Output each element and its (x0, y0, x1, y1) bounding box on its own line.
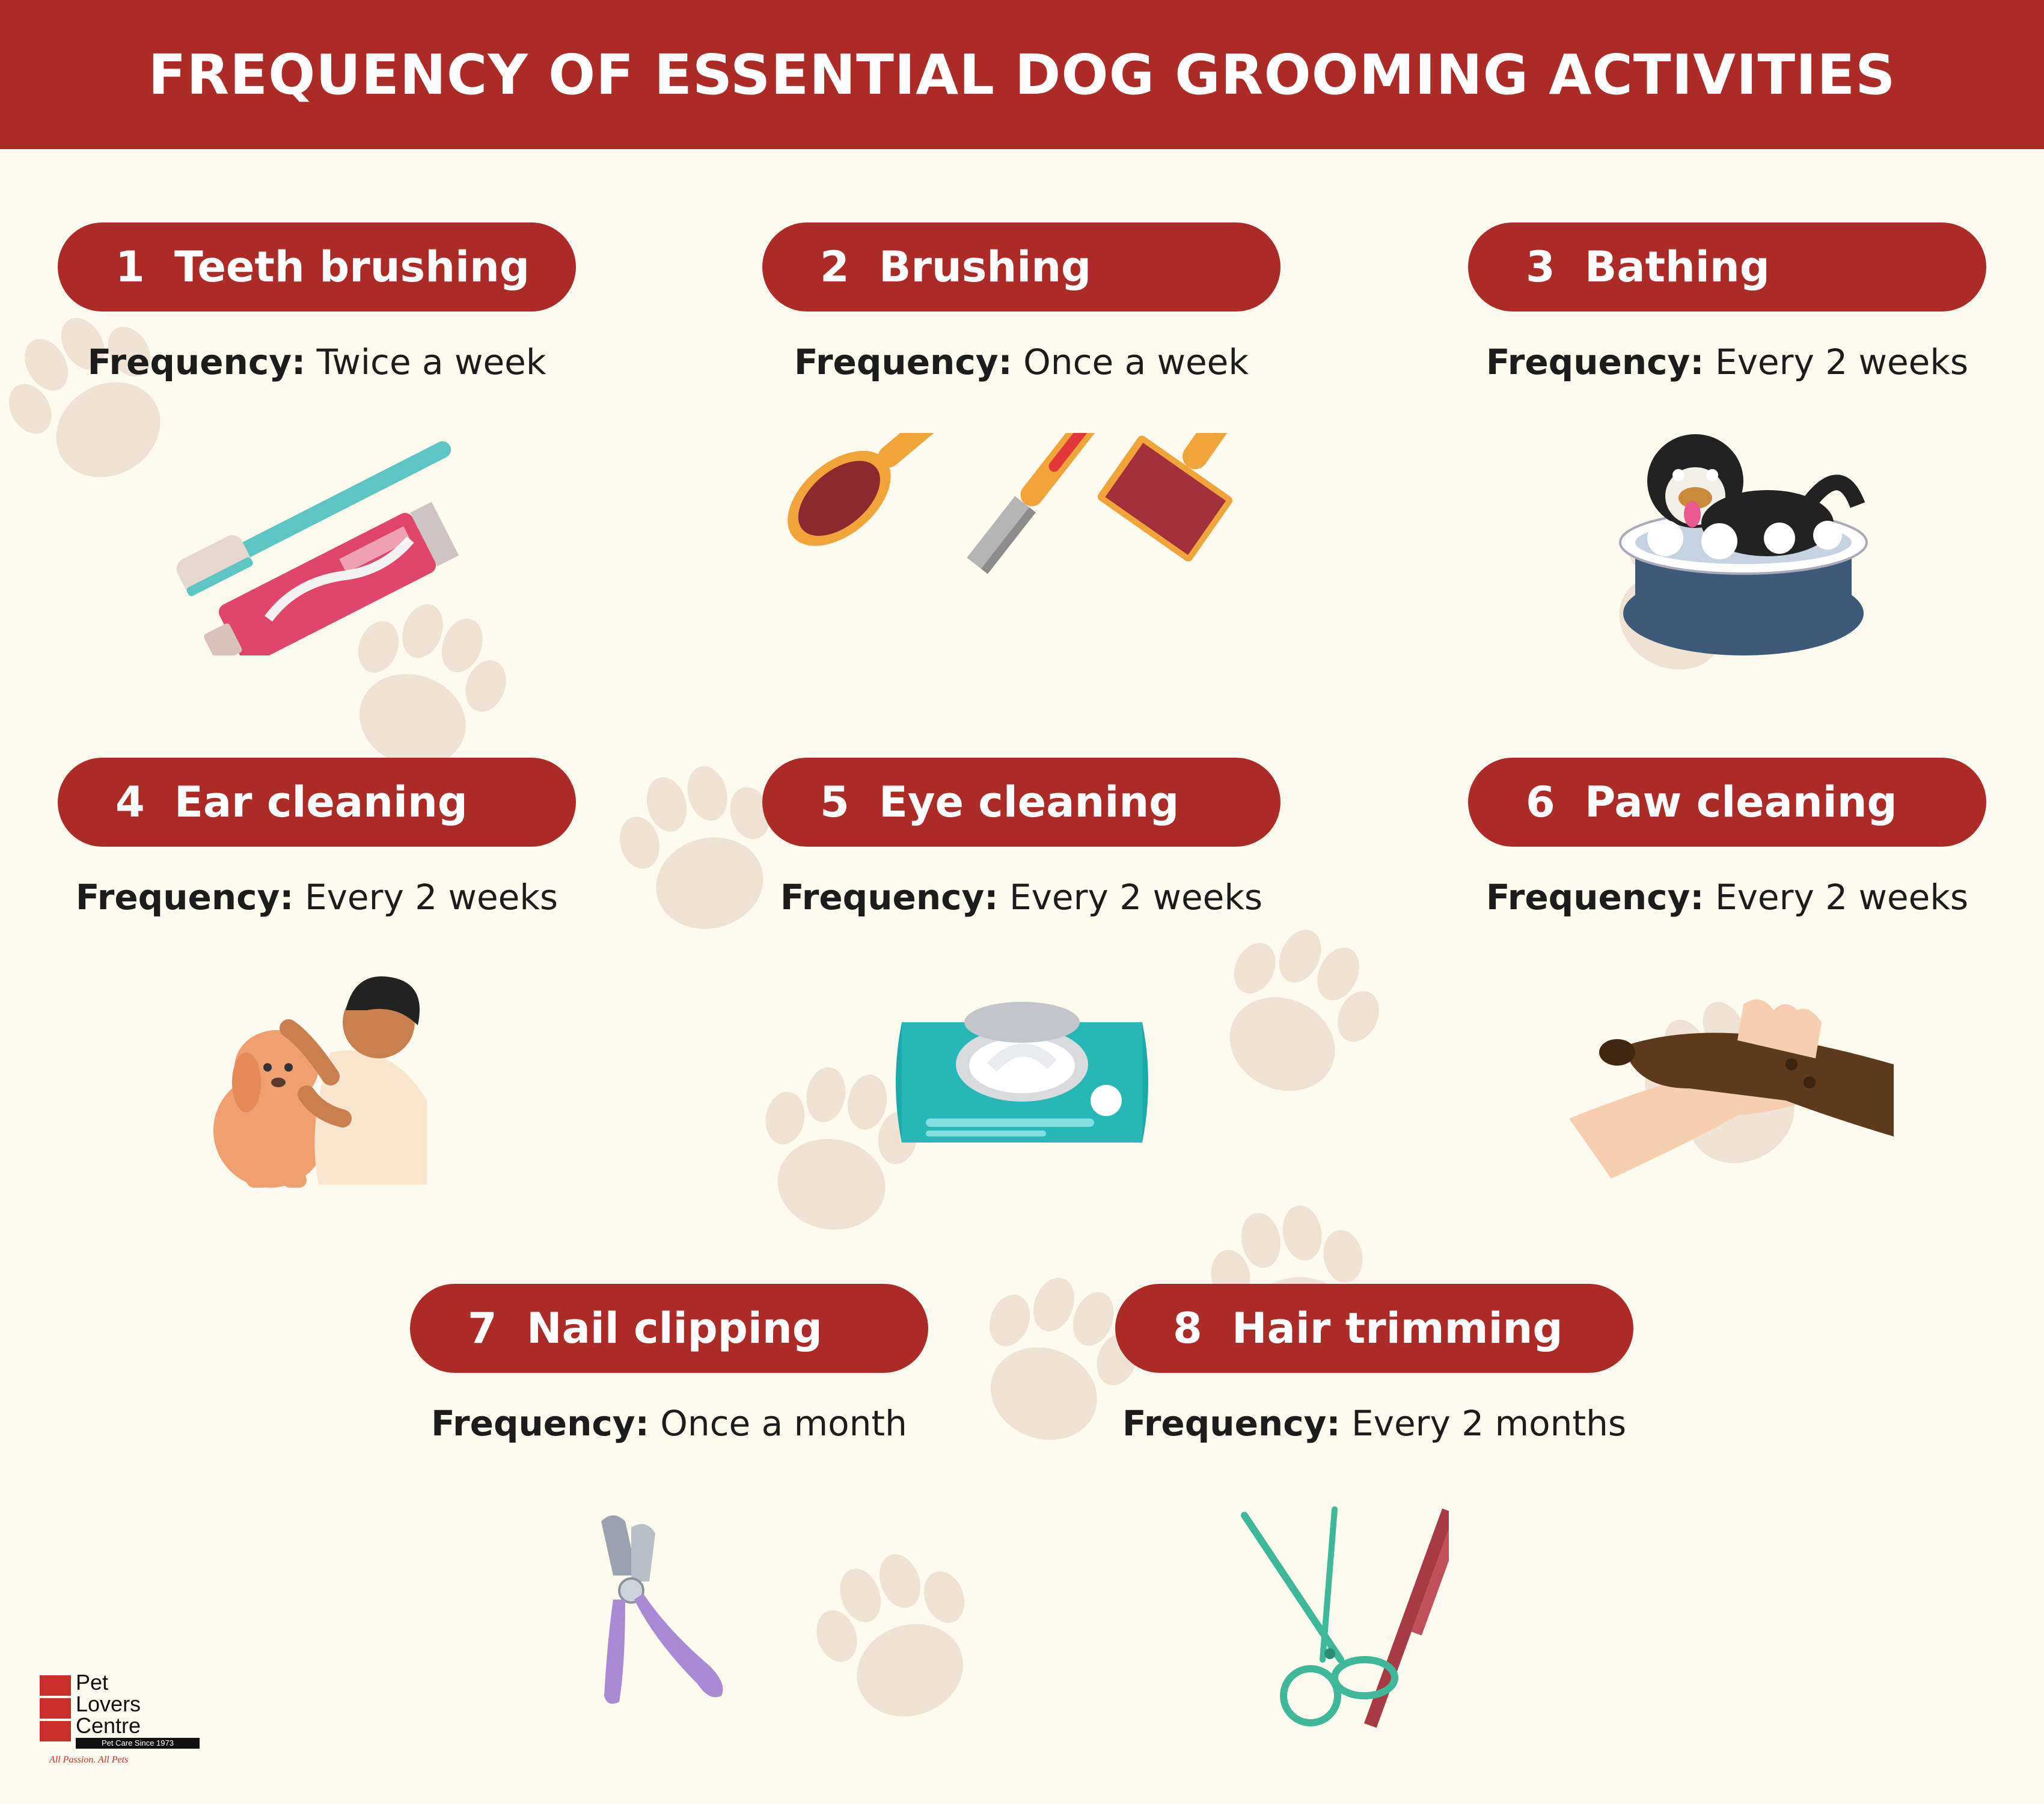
activity-title-pill: 3 Bathing (1468, 222, 1986, 311)
activity-card-eye-cleaning: 5 Eye cleaning Frequency: Every 2 weeks (762, 758, 1281, 918)
logo-line-2: Lovers (76, 1692, 141, 1716)
person-cleaning-dog-ear-icon (213, 976, 427, 1188)
frequency-label: Frequency: (1486, 877, 1704, 918)
dog-in-bathtub-icon (1619, 434, 1868, 655)
frequency-label: Frequency: (1122, 1403, 1341, 1444)
activity-title: Hair trimming (1232, 1304, 1563, 1353)
activity-title: Nail clipping (527, 1304, 822, 1353)
activity-number: 8 (1173, 1304, 1202, 1353)
frequency-value: Every 2 months (1351, 1403, 1627, 1444)
activity-title-pill: 4 Ear cleaning (58, 758, 576, 847)
logo-since: Pet Care Since 1973 (76, 1738, 200, 1749)
activity-number: 6 (1526, 778, 1555, 827)
frequency-text: Frequency: Once a week (762, 342, 1281, 382)
logo-line-3: Centre (76, 1713, 141, 1738)
hand-holding-paw-icon (1569, 999, 1894, 1179)
frequency-value: Every 2 weeks (1715, 877, 1969, 918)
frequency-text: Frequency: Once a month (410, 1403, 928, 1444)
activity-title: Bathing (1585, 242, 1770, 292)
activity-card-paw-cleaning: 6 Paw cleaning Frequency: Every 2 weeks (1468, 758, 1986, 918)
activity-card-nail-clipping: 7 Nail clipping Frequency: Once a month (410, 1284, 928, 1444)
frequency-text: Frequency: Every 2 weeks (58, 877, 576, 918)
frequency-label: Frequency: (780, 877, 999, 918)
frequency-text: Frequency: Every 2 weeks (1468, 877, 1986, 918)
frequency-value: Twice a week (316, 342, 546, 382)
activity-card-ear-cleaning: 4 Ear cleaning Frequency: Every 2 weeks (58, 758, 576, 918)
frequency-value: Every 2 weeks (1009, 877, 1263, 918)
logo-tagline: All Passion. All Pets (49, 1755, 129, 1765)
pet-lovers-centre-logo: Pet Lovers Centre Pet Care Since 1973 Al… (36, 1672, 200, 1768)
activity-title-pill: 7 Nail clipping (410, 1284, 928, 1373)
activity-title: Eye cleaning (879, 778, 1180, 827)
activity-number: 2 (820, 242, 849, 292)
frequency-label: Frequency: (87, 342, 306, 382)
activity-number: 3 (1526, 242, 1555, 292)
activity-card-teeth-brushing: 1 Teeth brushing Frequency: Twice a week (58, 222, 576, 382)
frequency-label: Frequency: (794, 342, 1012, 382)
activity-title: Brushing (879, 242, 1092, 292)
activity-number: 5 (820, 778, 849, 827)
frequency-text: Frequency: Twice a week (58, 342, 576, 382)
activity-title-pill: 1 Teeth brushing (58, 222, 576, 311)
page-title: FREQUENCY OF ESSENTIAL DOG GROOMING ACTI… (148, 42, 1896, 107)
logo-mark (40, 1675, 71, 1741)
toothbrush-toothpaste-icon (176, 441, 459, 655)
activity-title-pill: 5 Eye cleaning (762, 758, 1281, 847)
grooming-brushes-icon (788, 433, 1268, 574)
frequency-text: Frequency: Every 2 weeks (1468, 342, 1986, 382)
activity-title-pill: 6 Paw cleaning (1468, 758, 1986, 847)
activity-title: Ear cleaning (174, 778, 468, 827)
frequency-value: Every 2 weeks (1715, 342, 1969, 382)
frequency-value: Once a month (660, 1403, 907, 1444)
wet-wipes-pack-icon (896, 1002, 1148, 1143)
frequency-text: Frequency: Every 2 weeks (762, 877, 1281, 918)
scissors-and-comb-icon (1241, 1506, 1449, 1728)
frequency-value: Every 2 weeks (304, 877, 558, 918)
logo-line-1: Pet (76, 1670, 109, 1695)
activity-card-brushing: 2 Brushing Frequency: Once a week (762, 222, 1281, 382)
frequency-text: Frequency: Every 2 months (1115, 1403, 1633, 1444)
logo-wordmark: Pet Lovers Centre (76, 1672, 141, 1737)
activity-card-bathing: 3 Bathing Frequency: Every 2 weeks (1468, 222, 1986, 382)
frequency-label: Frequency: (1486, 342, 1704, 382)
activity-number: 7 (468, 1304, 497, 1353)
activity-number: 1 (115, 242, 145, 292)
title-banner: FREQUENCY OF ESSENTIAL DOG GROOMING ACTI… (0, 0, 2044, 149)
activity-title: Teeth brushing (174, 242, 530, 292)
activity-number: 4 (115, 778, 145, 827)
activity-card-hair-trimming: 8 Hair trimming Frequency: Every 2 month… (1115, 1284, 1633, 1444)
activity-title-pill: 2 Brushing (762, 222, 1281, 311)
frequency-label: Frequency: (75, 877, 294, 918)
activity-title: Paw cleaning (1585, 778, 1897, 827)
activity-title-pill: 8 Hair trimming (1115, 1284, 1633, 1373)
nail-clipper-icon (601, 1515, 723, 1704)
frequency-label: Frequency: (431, 1403, 649, 1444)
frequency-value: Once a week (1023, 342, 1249, 382)
